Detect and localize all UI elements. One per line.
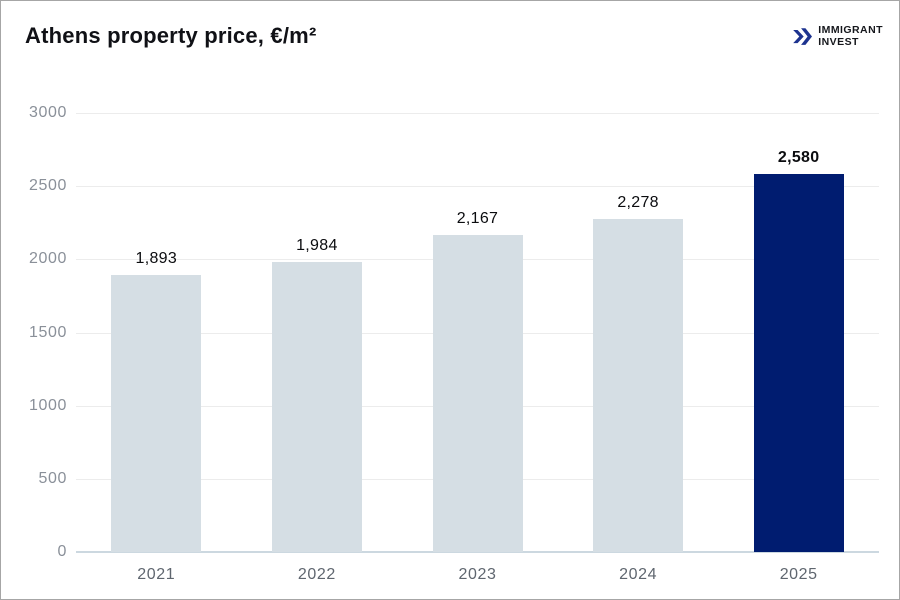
y-tick-label: 500 [38, 469, 67, 487]
brand-logo-text: IMMIGRANT INVEST [818, 24, 883, 49]
gridline [76, 113, 879, 114]
bar-2021 [111, 274, 202, 552]
x-tick-label: 2025 [779, 566, 818, 583]
bar-2023 [432, 234, 523, 552]
y-tick-label: 0 [57, 543, 67, 560]
gridline [76, 186, 879, 188]
x-tick-label: 2022 [297, 566, 336, 583]
double-chevron-icon [791, 26, 813, 47]
y-tick-label: 1000 [29, 396, 67, 414]
bar-2022 [271, 261, 362, 552]
y-tick-label: 1500 [29, 323, 67, 341]
x-axis-baseline [76, 551, 879, 553]
bar-2025 [753, 174, 844, 552]
value-label: 2,278 [617, 193, 659, 211]
bar-chart-plot-area: 0 500 1000 1500 2000 2500 3000 1,893 2021 1,984 20… [29, 104, 879, 583]
y-tick-label: 2500 [29, 177, 67, 195]
value-label: 2,167 [456, 209, 499, 227]
value-label: 1,893 [135, 249, 178, 267]
brand-logo-line1: IMMIGRANT [818, 24, 883, 36]
y-tick-label: 2000 [29, 250, 67, 268]
x-tick-label: 2024 [619, 566, 658, 583]
x-tick-label: 2021 [137, 566, 176, 583]
x-tick-label: 2023 [458, 566, 497, 583]
value-label: 1,984 [296, 236, 338, 254]
brand-logo: IMMIGRANT INVEST [791, 24, 883, 49]
page-title: Athens property price, €/m² [25, 23, 317, 48]
bar-2024 [593, 218, 684, 552]
value-label: 2,580 [777, 149, 820, 167]
brand-logo-line2: INVEST [818, 35, 859, 48]
y-tick-label: 3000 [29, 104, 67, 121]
